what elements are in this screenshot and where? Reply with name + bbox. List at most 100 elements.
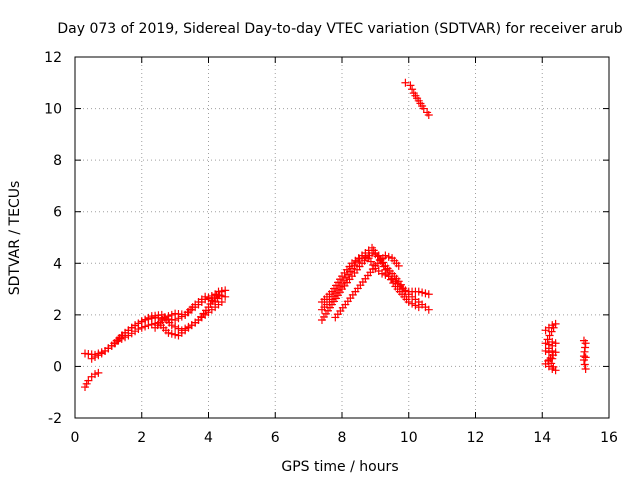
series-track-e [81,368,103,392]
series-track-d [151,287,226,332]
data-point-marker [84,376,93,385]
y-tick-labels: -2 0 2 4 6 8 10 12 [44,50,62,427]
data-point-marker [408,299,417,308]
data-point-marker [401,78,410,87]
data-point-marker [94,351,103,360]
data-point-marker [581,365,590,374]
data-point-marker [114,336,123,345]
data-point-marker [117,334,126,343]
data-point-marker [147,320,156,329]
y-tick-label: 4 [53,256,62,272]
data-point-marker [418,288,427,297]
data-point-marker [134,325,143,334]
data-point-marker [544,348,553,357]
data-point-marker [548,346,557,355]
data-point-marker [217,297,226,306]
data-point-marker [424,290,433,299]
x-tick-label: 4 [204,430,213,446]
x-tick-label: 16 [600,430,618,446]
data-point-marker [394,261,403,270]
data-point-marker [398,285,407,294]
data-point-marker [121,333,130,342]
data-point-marker [167,310,176,319]
grid-lines [75,57,609,418]
data-point-marker [579,355,588,364]
data-point-marker [401,286,410,295]
data-point-marker [94,368,103,377]
data-point-marker [378,269,387,278]
x-tick-label: 6 [271,430,280,446]
data-point-marker [358,251,367,260]
data-points [81,78,590,392]
y-tick-label: 10 [44,102,62,118]
data-point-marker [171,322,180,331]
y-tick-label: 8 [53,153,62,169]
data-point-marker [545,331,554,340]
data-point-marker [551,319,560,328]
data-point-marker [411,301,420,310]
data-point-marker [167,329,176,338]
data-point-marker [541,346,550,355]
data-point-marker [421,289,430,298]
data-point-marker [91,352,100,361]
data-point-marker [406,81,415,90]
y-tick-label: 2 [53,308,62,324]
data-point-marker [384,252,393,261]
series-track-i [331,251,403,322]
series-track-l [579,336,590,374]
x-tick-label: 2 [137,430,146,446]
x-tick-label: 10 [400,430,418,446]
data-point-marker [174,324,183,333]
data-point-marker [91,370,100,379]
series-track-f [317,248,433,325]
data-point-marker [207,296,216,305]
data-point-marker [137,323,146,332]
x-tick-label: 0 [71,430,80,446]
data-point-marker [544,355,553,364]
data-point-marker [424,305,433,314]
data-point-marker [381,270,390,279]
data-point-marker [141,315,150,324]
data-point-marker [87,354,96,363]
y-tick-label: 6 [53,205,62,221]
data-point-marker [419,104,428,113]
data-point-marker [204,294,213,303]
x-tick-label: 12 [467,430,485,446]
data-point-marker [548,354,557,363]
data-point-marker [414,303,423,312]
data-point-marker [164,312,173,321]
data-point-marker [381,251,390,260]
y-tick-label: 0 [53,359,62,375]
data-point-marker [549,323,558,332]
data-point-marker [404,297,413,306]
data-point-marker [167,321,176,330]
x-axis-label: GPS time / hours [281,459,398,475]
data-point-marker [580,360,589,369]
data-point-marker [541,339,550,348]
series-track-j [401,78,433,120]
axis-ticks [74,56,610,419]
data-point-marker [361,252,370,261]
data-point-marker [424,111,433,120]
x-tick-label: 8 [338,430,347,446]
data-point-marker [201,292,210,301]
data-point-marker [161,313,170,322]
series-track-k [541,319,560,375]
y-tick-label: 12 [44,50,62,66]
data-point-marker [543,335,552,344]
chart-title: Day 073 of 2019, Sidereal Day-to-day VTE… [57,21,622,37]
data-point-marker [164,328,173,337]
data-point-marker [408,85,417,94]
data-point-marker [144,321,153,330]
data-point-marker [144,313,153,322]
series-track-h [317,251,433,306]
data-point-marker [217,287,226,296]
data-point-marker [171,330,180,339]
y-tick-label: -2 [48,411,62,427]
data-point-marker [221,286,230,295]
x-tick-label: 14 [533,430,551,446]
y-axis-label: SDTVAR / TECUs [7,181,23,296]
data-point-marker [414,287,423,296]
